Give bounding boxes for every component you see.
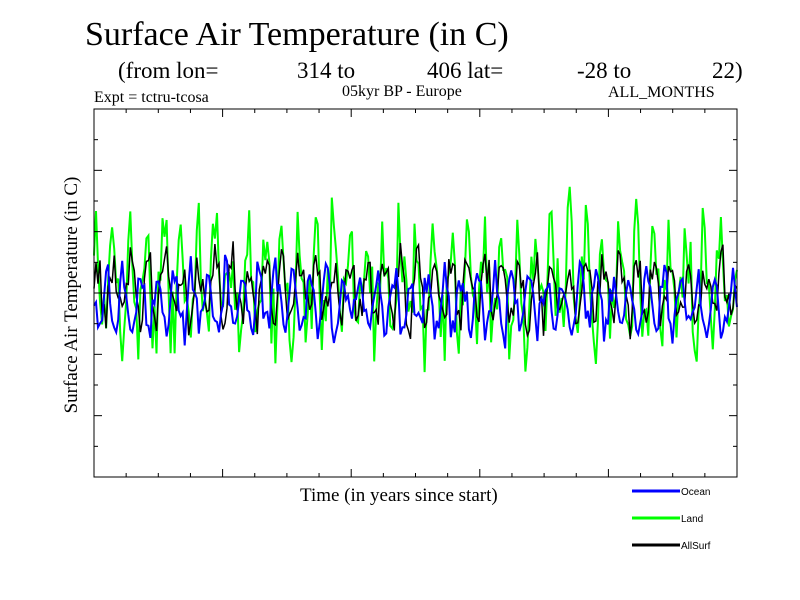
chart-title: Surface Air Temperature (in C)	[85, 16, 509, 53]
legend-label-land: Land	[681, 514, 703, 525]
legend-label-allsurf: AllSurf	[681, 541, 711, 552]
legend-label-ocean: Ocean	[681, 487, 710, 498]
series-layer	[93, 186, 738, 373]
series-line-allsurf	[93, 241, 738, 340]
subtitle-lat-start: -28 to	[577, 58, 632, 83]
subtitle-prefix: (from lon=	[118, 58, 219, 83]
series-line-ocean	[93, 254, 738, 349]
experiment-label: Expt = tctru-tcosa	[94, 89, 209, 106]
subtitle-lat-end: 22)	[712, 58, 743, 83]
x-axis-label: Time (in years since start)	[300, 485, 498, 506]
legend: Ocean Land AllSurf	[632, 487, 711, 552]
subtitle-lon-end: 406 lat=	[427, 58, 504, 83]
subtitle-lon-start: 314 to	[297, 58, 356, 83]
period-label: 05kyr BP - Europe	[342, 83, 462, 100]
months-label: ALL_MONTHS	[608, 84, 715, 101]
plot-frame	[93, 108, 738, 478]
